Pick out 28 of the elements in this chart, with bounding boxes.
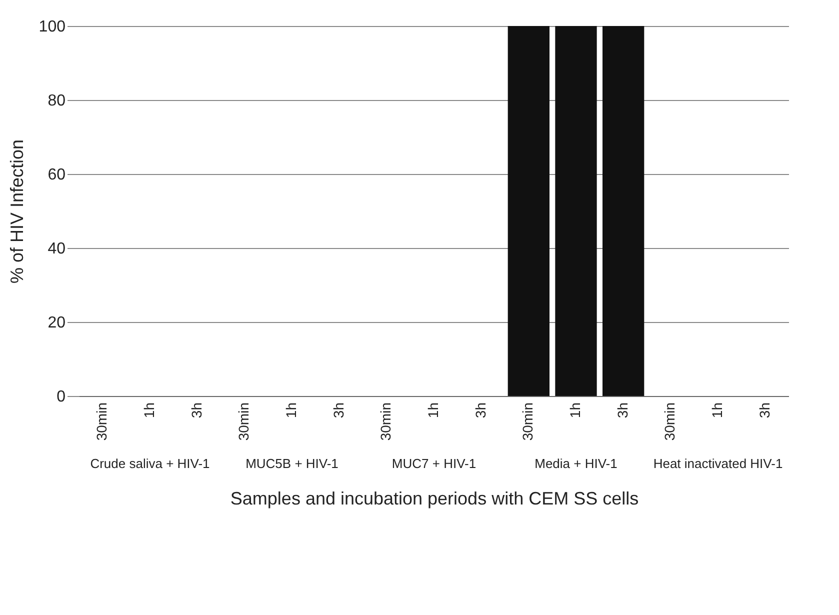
x-tick-label: 30min [236, 402, 252, 441]
text: Heat inactivated HIV-1 [653, 456, 783, 471]
x-tick-label: 3h [188, 402, 204, 418]
x-tick-label: 1h [709, 402, 725, 418]
text: Crude saliva + HIV-1 [90, 456, 210, 471]
x-tick-label: 1h [141, 402, 157, 418]
y-axis-title: % of HIV Infection [6, 139, 27, 284]
y-tick-label: 60 [48, 166, 66, 184]
y-tick-label: 0 [56, 388, 66, 406]
x-tick-label: 30min [662, 402, 678, 441]
y-tick-label: 80 [48, 92, 66, 110]
y-tick-label: 20 [48, 314, 66, 332]
x-tick-label: 1h [283, 402, 299, 418]
text: MUC5B + HIV-1 [246, 456, 338, 471]
x-tick-label: 1h [425, 402, 441, 418]
x-tick-label: 3h [472, 402, 488, 418]
x-axis-title: Samples and incubation periods with CEM SS cells [230, 488, 639, 509]
text: MUC7 + HIV-1 [392, 456, 476, 471]
y-tick-label: 40 [48, 240, 66, 258]
x-tick-label: 30min [94, 402, 110, 441]
x-tick-label: 3h [614, 402, 630, 418]
x-tick-label: 3h [756, 402, 772, 418]
text: Media + HIV-1 [534, 456, 618, 471]
x-tick-label: 3h [330, 402, 346, 418]
x-tick-label: 1h [567, 402, 583, 418]
x-tick-label: 30min [378, 402, 394, 441]
x-tick-label: 30min [520, 402, 536, 441]
y-tick-label: 100 [38, 18, 66, 36]
